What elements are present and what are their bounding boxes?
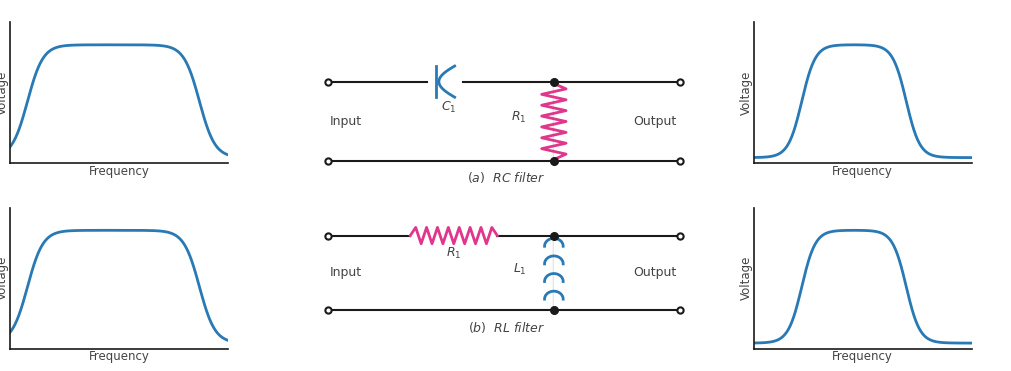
- Text: Input: Input: [330, 115, 362, 128]
- X-axis label: Frequency: Frequency: [88, 165, 150, 178]
- Text: $C_1$: $C_1$: [441, 99, 456, 115]
- Text: Input: Input: [330, 266, 362, 279]
- Y-axis label: Voltage: Voltage: [0, 70, 9, 115]
- X-axis label: Frequency: Frequency: [88, 350, 150, 363]
- Text: $L_1$: $L_1$: [513, 262, 527, 276]
- Y-axis label: Voltage: Voltage: [739, 256, 752, 301]
- Y-axis label: Voltage: Voltage: [0, 256, 9, 301]
- Text: $R_1$: $R_1$: [446, 246, 461, 261]
- Text: Output: Output: [633, 266, 676, 279]
- X-axis label: Frequency: Frequency: [831, 350, 893, 363]
- Y-axis label: Voltage: Voltage: [739, 70, 752, 115]
- Text: $(b)$  $RL$ filter: $(b)$ $RL$ filter: [467, 320, 544, 335]
- Text: $(a)$  $RC$ filter: $(a)$ $RC$ filter: [466, 170, 545, 185]
- Text: Output: Output: [633, 115, 676, 128]
- X-axis label: Frequency: Frequency: [831, 165, 893, 178]
- Text: $R_1$: $R_1$: [511, 110, 527, 125]
